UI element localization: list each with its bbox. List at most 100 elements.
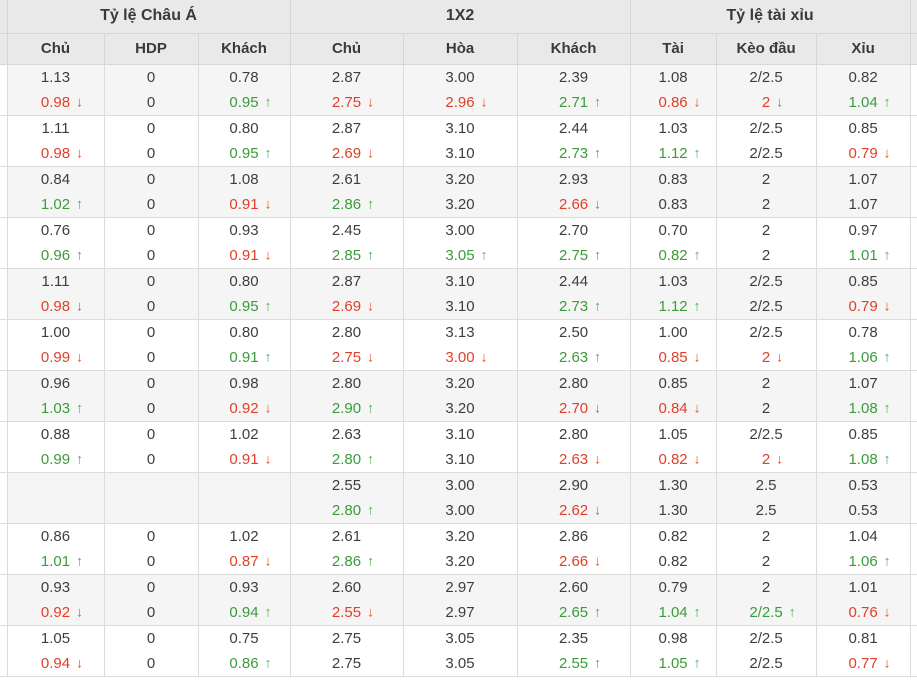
odds-value: 1.03	[658, 272, 688, 290]
odds-value-wrap: 1.03 ↑	[41, 400, 83, 415]
odds-cell-1x2-away: 2.73 ↑	[517, 293, 631, 320]
odds-value-wrap: 2.55 ↓	[332, 604, 374, 619]
odds-cell-ou-under: 0.79 ↓	[816, 140, 911, 167]
odds-value-wrap: 0.93	[229, 580, 258, 595]
odds-row-live: 0.96 ↑ 0 0.91 ↓ 2.85 ↑ 3.05 ↑ 2.75 ↑ 0.82 ↑ 2 1.01 ↑	[0, 242, 917, 269]
odds-cell-ou-under: 1.01 ↑	[816, 242, 911, 269]
odds-value: 2.75	[558, 246, 589, 264]
odds-cell-1x2-away: 2.86	[517, 523, 631, 549]
odds-value: 1.00	[40, 323, 71, 341]
odds-value: 2.80	[331, 501, 362, 519]
odds-value-wrap: 2.62 ↓	[559, 502, 601, 517]
odds-row-live: 0.94 ↓ 0 0.86 ↑ 2.75 3.05 2.55 ↑ 1.05 ↑ 2/2.5 0.77 ↓	[0, 650, 917, 677]
odds-cell-ou-under: 0.77 ↓	[816, 650, 911, 677]
odds-value-wrap: 1.02 ↑	[41, 196, 83, 211]
odds-cell-asian-hdp: 0	[104, 64, 199, 90]
odds-cell-ou-over: 1.12 ↑	[630, 293, 717, 320]
odds-cell-asian-home	[7, 472, 105, 498]
odds-value: 2.65	[558, 603, 589, 621]
odds-value: 1.00	[658, 323, 688, 341]
odds-value-wrap: 2.44	[559, 121, 588, 136]
arrow-down-icon: ↓	[264, 552, 272, 569]
odds-value: 0	[146, 68, 156, 86]
odds-value-wrap: 0	[147, 325, 155, 340]
odds-cell-ou-under: 0.53	[816, 497, 911, 524]
odds-value: 0	[146, 272, 156, 290]
odds-value: 0.82	[658, 552, 688, 570]
arrow-up-icon: ↑	[264, 654, 272, 671]
odds-value-wrap: 2/2.5	[749, 146, 782, 161]
odds-value: 1.30	[658, 476, 688, 494]
odds-value: 1.04	[848, 93, 878, 111]
odds-value-wrap: 0.78	[229, 70, 258, 85]
odds-value: 0.96	[40, 374, 71, 392]
odds-value: 0.91	[229, 450, 259, 468]
odds-value-wrap: 2.70 ↓	[559, 400, 601, 415]
odds-value-wrap: 0.85	[848, 121, 877, 136]
odds-value-wrap: 2.80 ↑	[331, 450, 374, 468]
odds-cell-asian-away	[198, 472, 291, 498]
odds-cell-1x2-draw: 3.05	[403, 650, 518, 677]
odds-value-wrap: 0.83	[658, 197, 687, 212]
odds-value-wrap: 2.90	[559, 478, 588, 493]
odds-value-wrap: 2.61	[332, 172, 361, 187]
odds-value: 2	[761, 578, 771, 596]
odds-value-wrap: 0.94 ↓	[41, 655, 83, 670]
odds-cell-asian-away: 0.94 ↑	[198, 599, 291, 626]
odds-value: 1.12	[658, 144, 688, 162]
odds-cell-1x2-away: 2.70	[517, 217, 631, 243]
odds-value: 0.80	[229, 323, 259, 341]
odds-cell-asian-hdp: 0	[104, 344, 199, 371]
odds-value-wrap: 0.91 ↓	[229, 196, 271, 211]
odds-value: 1.13	[40, 68, 71, 86]
odds-row-live: 0.98 ↓ 0 0.95 ↑ 2.69 ↓ 3.10 2.73 ↑ 1.12 ↑ 2/2.5 0.79 ↓	[0, 293, 917, 320]
odds-value-wrap: 3.20	[445, 172, 474, 187]
odds-value-wrap: 2.63 ↓	[559, 451, 601, 466]
odds-cell-ou-over: 0.82 ↓	[630, 446, 717, 473]
odds-value: 2.86	[331, 195, 362, 213]
edge-spacer	[910, 166, 917, 192]
odds-cell-ou-over: 0.85 ↓	[630, 344, 717, 371]
arrow-down-icon: ↓	[264, 450, 272, 467]
arrow-down-icon: ↓	[367, 93, 375, 110]
arrow-up-icon: ↑	[76, 195, 84, 212]
arrow-down-icon: ↓	[594, 501, 602, 518]
odds-value: 2.35	[558, 629, 589, 647]
odds-value-wrap: 0.93	[229, 223, 258, 238]
odds-cell-1x2-away: 2.44	[517, 115, 631, 141]
odds-cell-asian-hdp	[104, 497, 199, 524]
odds-cell-1x2-draw: 3.00	[403, 217, 518, 243]
odds-value: 3.05	[445, 629, 475, 647]
odds-value-wrap: 0.82	[848, 70, 877, 85]
odds-cell-ou-line: 2.5	[716, 472, 817, 498]
odds-value-wrap: 2.86	[559, 529, 588, 544]
odds-cell-1x2-away: 2.55 ↑	[517, 650, 631, 677]
odds-cell-ou-under: 0.53	[816, 472, 911, 498]
odds-value: 2.80	[331, 450, 362, 468]
odds-value-wrap: 1.11	[41, 121, 69, 136]
odds-row-open: 0.88 0 1.02 2.63 3.10 2.80 1.05 2/2.5 0.85	[0, 421, 917, 447]
odds-value-wrap: 2.75	[332, 631, 361, 646]
odds-cell-asian-home: 0.96 ↑	[7, 242, 105, 269]
odds-value: 0.92	[229, 399, 259, 417]
odds-cell-ou-line: 2	[716, 242, 817, 269]
odds-cell-asian-home: 0.98 ↓	[7, 89, 105, 116]
odds-value-wrap: 0.91 ↓	[229, 450, 271, 468]
arrow-down-icon: ↓	[367, 297, 375, 314]
odds-cell-1x2-home: 2.61	[290, 166, 404, 192]
edge-spacer	[0, 446, 8, 473]
odds-value-wrap: 1.30	[658, 503, 687, 518]
arrow-up-icon: ↑	[883, 93, 891, 110]
odds-cell-ou-over: 1.12 ↑	[630, 140, 717, 167]
odds-value: 2	[761, 374, 771, 392]
odds-cell-ou-under: 0.79 ↓	[816, 293, 911, 320]
odds-cell-1x2-away: 2.80	[517, 421, 631, 447]
arrow-down-icon: ↓	[76, 654, 84, 671]
odds-value: 1.02	[229, 527, 259, 545]
odds-value-wrap: 2 ↓	[762, 349, 783, 364]
odds-value: 2.96	[445, 93, 475, 111]
arrow-down-icon: ↓	[76, 603, 84, 620]
odds-cell-asian-hdp: 0	[104, 268, 199, 294]
odds-value-wrap: 0.79 ↓	[848, 298, 890, 313]
odds-value: 2.75	[331, 654, 362, 672]
